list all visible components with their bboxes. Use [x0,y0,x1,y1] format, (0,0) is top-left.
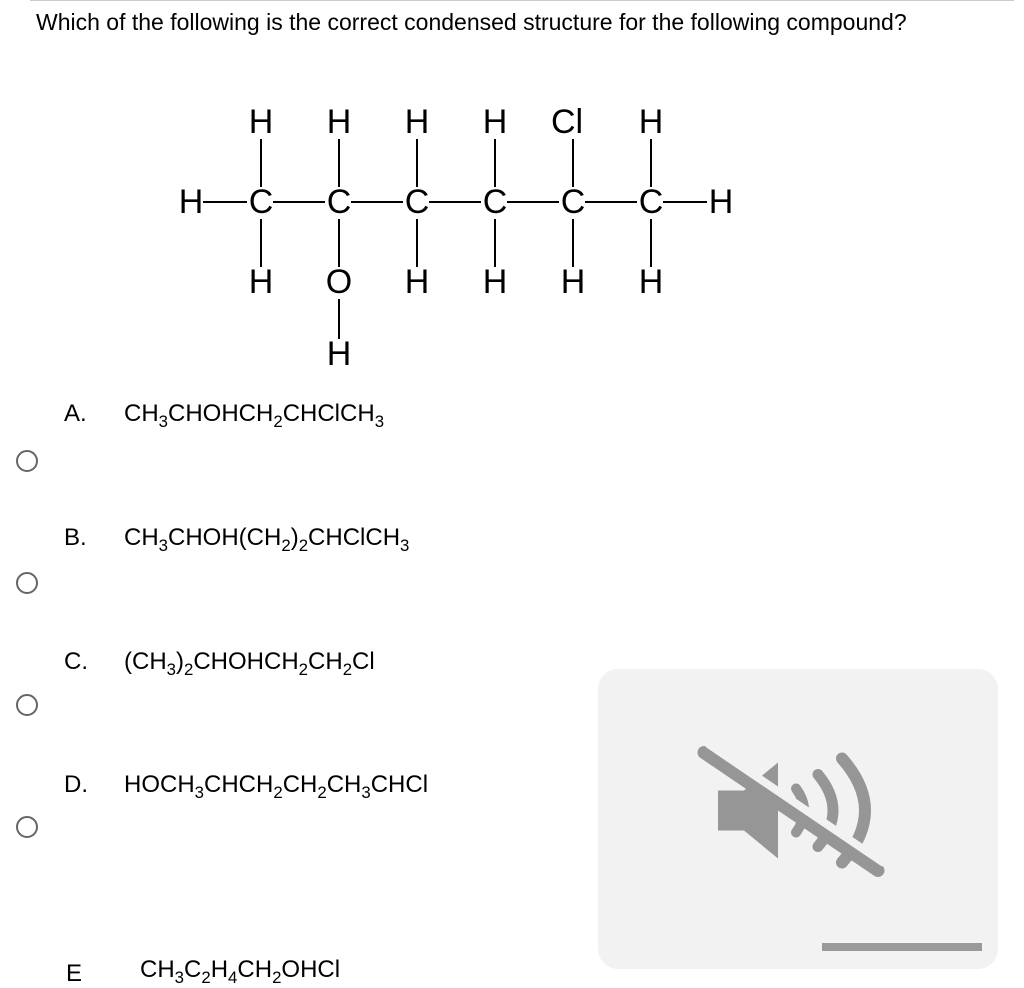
atom-top-4: Cl [547,105,587,139]
radio-column [16,450,38,938]
radio-option-A[interactable] [16,450,38,472]
option-e-letter-cutoff: E [66,960,82,988]
audio-panel [598,669,998,969]
bond-cc-3 [507,201,559,203]
option-formula: CH3CHOHCH2CHClCH3 [124,400,384,432]
bond-top-4 [572,139,574,187]
bond-cc-0 [273,201,325,203]
bond-bot-1 [338,219,340,267]
bond-bot-0 [260,219,262,267]
atom-bot-5: H [631,265,671,299]
bond-bot-4 [572,219,574,267]
bond-cc-4 [585,201,637,203]
option-row-B: B.CH3CHOH(CH2)2CHClCH3 [64,524,428,556]
atom-oh-h: H [319,337,359,371]
bond-top-3 [494,139,496,187]
top-divider [30,0,1014,1]
options-list: A.CH3CHOHCH2CHClCH3 B.CH3CHOH(CH2)2CHClCH… [64,400,428,895]
atom-bot-3: H [475,265,515,299]
option-row-C: C.(CH3)2CHOHCH2CH2Cl [64,648,428,680]
bond-top-1 [338,139,340,187]
bond-top-2 [416,139,418,187]
bond-oh [338,299,340,339]
bond-top-0 [260,139,262,187]
question-text: Which of the following is the correct co… [36,8,907,38]
atom-bot-0: H [241,265,281,299]
bond-bot-5 [650,219,652,267]
bond-bot-3 [494,219,496,267]
atom-right-h: H [701,185,741,219]
atom-bot-2: H [397,265,437,299]
option-letter: B. [64,524,124,552]
option-row-D: D.HOCH3CHCH2CH2CH3CHCl [64,771,428,803]
atom-top-2: H [397,105,437,139]
atom-top-5: H [631,105,671,139]
radio-option-D[interactable] [16,816,38,838]
bond-bot-2 [416,219,418,267]
atom-top-1: H [319,105,359,139]
option-letter: C. [64,648,124,676]
option-letter: D. [64,771,124,799]
audio-progress-fill [822,943,982,951]
option-formula: (CH3)2CHOHCH2CH2Cl [124,648,375,680]
radio-option-B[interactable] [16,572,38,594]
radio-option-C[interactable] [16,694,38,716]
bond-h-left [203,201,247,203]
bond-h-right [663,201,707,203]
speaker-muted-icon [678,731,918,896]
atom-top-3: H [475,105,515,139]
option-formula: CH3CHOH(CH2)2CHClCH3 [124,524,409,556]
bond-cc-2 [429,201,481,203]
atom-top-0: H [241,105,281,139]
atom-bot-1: O [319,265,359,299]
option-letter: A. [64,400,124,428]
audio-progress-track[interactable] [822,943,982,951]
bond-cc-1 [351,201,403,203]
atom-bot-4: H [553,265,593,299]
option-formula: HOCH3CHCH2CH2CH3CHCl [124,771,428,803]
option-row-A: A.CH3CHOHCH2CHClCH3 [64,400,428,432]
option-e-formula-cutoff: CH3C2H4CH2OHCl [140,956,340,988]
lewis-structure: HHHHClHCCCCCCHOHHHHHHH [85,85,705,345]
bond-top-5 [650,139,652,187]
